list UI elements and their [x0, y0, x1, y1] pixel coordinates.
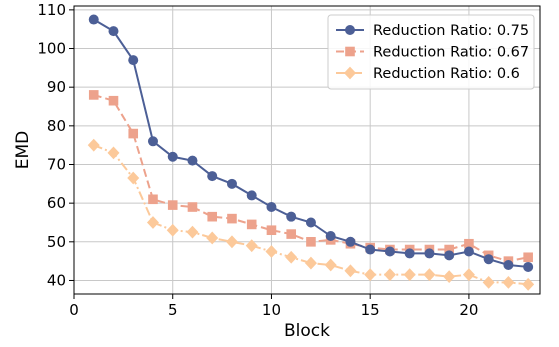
data-point	[146, 216, 159, 229]
y-tick-label: 60	[47, 194, 66, 212]
data-point	[187, 202, 198, 212]
data-point	[424, 248, 435, 259]
legend-label: Reduction Ratio: 0.67	[373, 45, 529, 61]
y-tick-label: 40	[47, 271, 66, 289]
legend-swatch-marker	[345, 25, 355, 35]
y-tick-label: 100	[37, 40, 66, 58]
grid-layer	[73, 6, 540, 294]
data-point	[365, 244, 376, 255]
data-point	[325, 231, 336, 242]
x-tick-label: 20	[459, 301, 478, 319]
data-point	[503, 260, 514, 271]
y-axis-title: EMD	[13, 131, 33, 170]
data-point	[88, 14, 99, 25]
legend-item-2: Reduction Ratio: 0.67	[336, 45, 529, 61]
data-point	[245, 239, 258, 253]
data-point	[443, 270, 456, 284]
tick-layer: 0 5 10 15 20 40 50 60 70 80 90 100 110	[37, 1, 478, 319]
x-axis-title: Block	[284, 321, 330, 341]
data-point	[522, 277, 535, 291]
series-1	[88, 14, 534, 272]
data-point	[128, 128, 139, 139]
data-point	[246, 219, 257, 230]
data-point	[404, 248, 415, 259]
legend-swatch-marker	[344, 66, 356, 80]
data-point	[207, 171, 218, 182]
data-point	[227, 213, 237, 224]
data-point	[107, 146, 120, 160]
data-point	[483, 254, 494, 265]
data-point	[166, 223, 179, 237]
data-point	[167, 151, 178, 162]
series-3	[87, 138, 535, 291]
data-point	[305, 217, 316, 228]
legend-box	[327, 14, 535, 90]
data-point	[482, 276, 495, 289]
y-tick-label: 80	[47, 117, 66, 135]
series-line	[93, 93, 529, 263]
data-point	[304, 256, 317, 270]
data-point	[444, 250, 455, 261]
x-tick-label: 10	[262, 301, 281, 319]
data-point	[384, 246, 395, 257]
x-tick-label: 5	[168, 301, 178, 319]
legend-item-3: Reduction Ratio: 0.6	[336, 66, 520, 82]
series-2	[88, 90, 533, 266]
data-point	[128, 55, 139, 66]
data-point	[87, 138, 100, 152]
data-point	[286, 229, 297, 239]
data-point	[187, 155, 198, 166]
data-point	[285, 250, 298, 264]
data-point	[306, 237, 316, 247]
data-point	[502, 276, 515, 289]
data-point	[344, 264, 357, 278]
y-tick-label: 70	[47, 155, 66, 173]
data-point	[88, 90, 99, 100]
x-tick-label: 15	[361, 301, 380, 319]
data-point	[364, 268, 377, 282]
data-point	[148, 194, 158, 205]
data-point	[345, 236, 356, 247]
x-tick-label: 0	[69, 301, 79, 319]
legend-swatch-marker	[345, 46, 355, 57]
legend-item-1: Reduction Ratio: 0.75	[336, 23, 529, 39]
data-point	[167, 200, 178, 210]
data-point	[108, 95, 119, 106]
data-point	[225, 235, 238, 249]
data-point	[464, 238, 474, 249]
data-point	[383, 268, 396, 282]
series-line	[93, 144, 529, 286]
data-point	[423, 268, 436, 282]
data-point	[127, 171, 140, 185]
data-point	[265, 245, 278, 258]
y-tick-label: 110	[37, 1, 66, 19]
legend-items: Reduction Ratio: 0.75 Reduction Ratio: 0.…	[336, 23, 529, 82]
legend-label: Reduction Ratio: 0.75	[373, 23, 529, 39]
series-layer	[87, 14, 535, 291]
data-point	[463, 246, 474, 257]
data-point	[403, 268, 416, 282]
legend-label: Reduction Ratio: 0.6	[373, 66, 520, 82]
data-point	[226, 178, 237, 189]
legend: Reduction Ratio: 0.75 Reduction Ratio: 0.…	[327, 14, 535, 90]
data-point	[444, 244, 454, 255]
data-point	[108, 26, 119, 37]
data-point	[186, 225, 199, 239]
data-point	[462, 268, 475, 282]
data-point	[523, 252, 533, 263]
data-point	[266, 202, 277, 213]
data-point	[523, 261, 534, 272]
data-point	[324, 258, 337, 272]
y-tick-label: 50	[47, 233, 66, 251]
data-point	[266, 225, 277, 236]
data-point	[207, 211, 218, 222]
data-point	[206, 231, 219, 245]
plot-frame	[73, 5, 541, 295]
data-point	[286, 211, 297, 222]
y-tick-label: 90	[47, 78, 66, 96]
data-point	[147, 136, 158, 147]
data-point	[246, 190, 257, 201]
